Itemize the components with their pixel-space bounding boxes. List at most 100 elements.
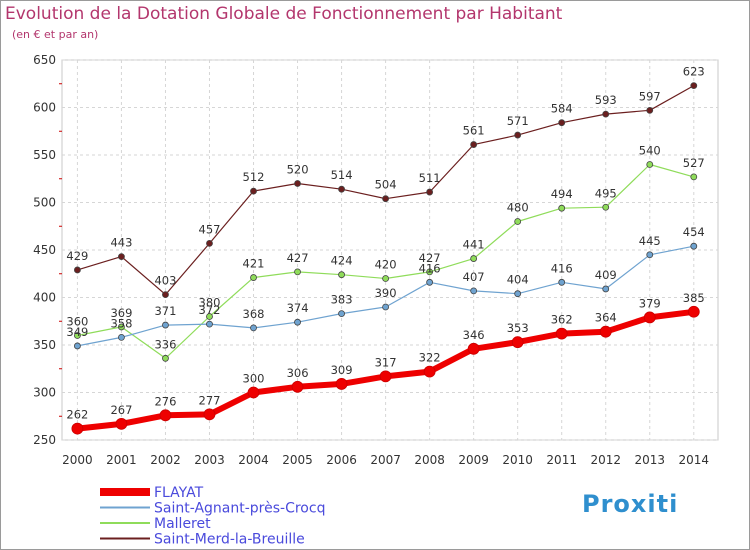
chart-subtitle: (en € et par an) (12, 28, 99, 41)
legend-label: Malleret (154, 516, 211, 532)
x-tick-label: 2008 (414, 453, 445, 467)
data-point (643, 311, 656, 324)
data-point (426, 278, 434, 286)
data-label: 309 (331, 363, 353, 377)
legend-label: Saint-Merd-la-Breuille (154, 532, 305, 548)
x-tick-label: 2014 (679, 453, 710, 467)
data-point (426, 268, 434, 276)
x-tick-label: 2001 (106, 453, 137, 467)
data-point (382, 303, 389, 311)
data-point (338, 185, 345, 193)
x-tick-label: 2005 (282, 453, 313, 467)
data-label: 403 (154, 274, 176, 288)
data-point (250, 187, 257, 195)
data-point (687, 305, 700, 318)
data-point (470, 287, 478, 295)
data-point (467, 342, 480, 355)
data-point (514, 131, 522, 139)
data-point (203, 408, 216, 421)
data-point (426, 188, 434, 196)
data-label: 584 (551, 102, 573, 116)
data-label: 300 (243, 372, 265, 386)
data-point (646, 106, 654, 114)
data-point (206, 239, 213, 247)
x-tick-label: 2002 (150, 453, 181, 467)
x-tick-label: 2006 (326, 453, 357, 467)
data-point (382, 195, 389, 203)
data-point (379, 370, 392, 383)
data-label: 593 (595, 93, 617, 107)
data-point (690, 173, 698, 181)
data-label: 512 (243, 170, 265, 184)
data-label: 527 (683, 156, 705, 170)
data-point (338, 271, 345, 279)
x-tick-label: 2007 (370, 453, 401, 467)
data-label: 520 (287, 163, 309, 177)
data-point (338, 310, 345, 318)
data-label: 262 (66, 408, 88, 422)
data-point (511, 336, 524, 349)
data-label: 371 (154, 304, 176, 318)
data-point (294, 318, 301, 326)
data-label: 317 (375, 355, 397, 369)
data-label: 445 (639, 234, 661, 248)
data-point (294, 180, 301, 187)
data-label: 540 (639, 144, 661, 158)
data-label: 353 (507, 321, 529, 335)
data-label: 420 (375, 258, 397, 272)
data-point (294, 268, 301, 276)
data-label: 571 (507, 114, 529, 128)
data-label: 383 (331, 293, 353, 307)
data-point (602, 203, 610, 211)
data-label: 514 (331, 168, 353, 182)
x-tick-label: 2012 (590, 453, 621, 467)
y-tick-label: 350 (33, 338, 56, 352)
data-point (599, 325, 612, 338)
data-label: 385 (683, 291, 705, 305)
data-point (335, 378, 348, 390)
data-point (602, 110, 610, 118)
data-point (514, 218, 522, 225)
data-point (555, 327, 568, 340)
data-label: 306 (287, 366, 309, 380)
data-point (162, 354, 169, 362)
data-point (558, 278, 566, 286)
data-label: 360 (66, 315, 88, 329)
x-tick-label: 2000 (62, 453, 93, 467)
data-label: 623 (683, 65, 705, 79)
data-label: 267 (110, 403, 132, 417)
data-label: 372 (199, 303, 221, 317)
data-point (74, 342, 81, 350)
x-tick-label: 2003 (194, 453, 225, 467)
data-point (71, 422, 84, 435)
data-label: 346 (463, 328, 485, 342)
data-point (690, 242, 698, 250)
data-point (159, 409, 172, 422)
data-label: 511 (419, 171, 441, 185)
data-point (470, 141, 478, 148)
data-point (646, 161, 654, 168)
data-label: 427 (287, 251, 309, 265)
proxiti-logo: Proxiti (582, 490, 679, 518)
data-point (646, 251, 654, 259)
data-label: 495 (595, 186, 617, 200)
data-label: 429 (66, 249, 88, 263)
data-label: 358 (110, 316, 132, 330)
data-point (690, 82, 698, 90)
data-point (162, 321, 169, 329)
data-label: 409 (595, 268, 617, 282)
data-point (382, 275, 389, 282)
data-label: 416 (419, 261, 441, 275)
data-label: 374 (287, 301, 309, 315)
data-point (250, 274, 257, 281)
data-label: 390 (375, 286, 397, 300)
data-label: 443 (110, 236, 132, 250)
data-label: 380 (199, 296, 221, 310)
y-tick-label: 300 (33, 386, 56, 400)
x-tick-label: 2011 (546, 453, 577, 467)
data-point (602, 285, 610, 293)
data-label: 364 (595, 311, 617, 325)
legend-label: Saint-Agnant-près-Crocq (154, 501, 325, 517)
x-tick-label: 2013 (634, 453, 665, 467)
